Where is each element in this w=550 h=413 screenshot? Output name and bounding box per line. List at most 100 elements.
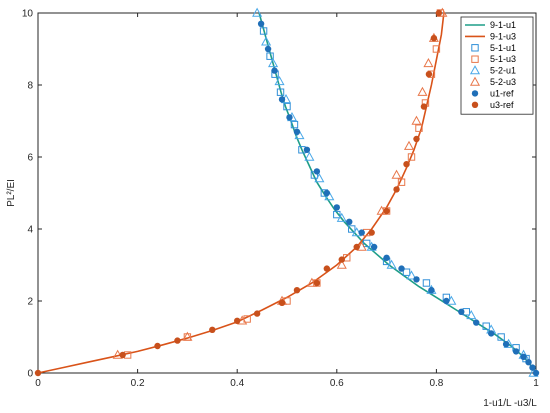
x-tick-label: 0.8 [429, 378, 443, 389]
series-u3-ref [34, 9, 443, 377]
legend-label: 5-1-u1 [490, 43, 516, 53]
data-point-u3-ref [413, 135, 420, 143]
legend-label: 5-1-u3 [490, 54, 516, 64]
data-point-5-2-u3 [411, 115, 422, 125]
data-point-5-1-u1 [402, 268, 411, 276]
data-point-u1-ref [358, 229, 365, 236]
data-point-u1-ref [278, 96, 286, 103]
data-point-u3-ref [393, 186, 400, 193]
data-point-5-2-u3 [417, 86, 428, 96]
legend: 9-1-u19-1-u3 5-1-u15-1-u3 5-2-u15-2-u3u1-r… [460, 16, 534, 115]
series-layer [34, 7, 540, 377]
data-point-5-2-u1 [261, 36, 272, 46]
y-tick-label: 6 [27, 153, 33, 164]
legend-swatch [469, 76, 481, 86]
data-point-5-2-u3 [403, 140, 415, 150]
data-point-u1-ref [257, 20, 265, 27]
data-point-u1-ref [286, 114, 293, 121]
data-point-5-2-u1 [336, 212, 347, 222]
legend-item: 5-1-u3 [471, 54, 516, 64]
data-point-u1-ref [532, 369, 540, 377]
legend-item: 9-1-u3 [465, 31, 516, 41]
legend-swatch [471, 44, 479, 52]
data-point-5-2-u3 [182, 331, 193, 341]
legend-label: 9-1-u3 [490, 31, 516, 41]
legend-swatch [469, 65, 481, 75]
x-tick-label: 0.2 [131, 378, 145, 389]
data-point-5-2-u1 [304, 151, 315, 161]
data-point-5-1-u1 [259, 27, 268, 35]
legend-item: u1-ref [471, 88, 514, 98]
data-point-u1-ref [512, 348, 520, 355]
data-point-5-1-u1 [266, 52, 274, 60]
data-point-u1-ref [520, 353, 527, 360]
data-point-u3-ref [119, 351, 126, 359]
data-point-u1-ref [487, 330, 495, 337]
plot-area [37, 12, 537, 374]
x-tick-label: 0.4 [230, 378, 244, 389]
legend-item: 9-1-u1 [465, 20, 516, 30]
data-point-5-1-u1 [276, 88, 285, 96]
x-tick-label: 0.6 [330, 378, 344, 389]
data-point-5-2-u1 [268, 57, 279, 68]
data-point-u3-ref [209, 326, 216, 333]
data-point-5-2-u1 [406, 270, 417, 280]
data-point-u1-ref [303, 146, 311, 153]
data-point-u1-ref [398, 265, 405, 272]
data-point-u3-ref [253, 310, 261, 317]
data-point-u3-ref [313, 279, 321, 287]
x-tick-label: 1 [533, 378, 539, 389]
legend-label: 5-2-u3 [490, 77, 516, 87]
data-point-u1-ref [428, 287, 435, 294]
data-point-5-1-u1 [348, 225, 356, 233]
data-point-5-1-u3 [407, 153, 416, 161]
legend-swatch [471, 55, 479, 63]
data-point-5-2-u1 [314, 173, 325, 183]
data-point-u1-ref [458, 308, 465, 315]
data-point-5-1-u3 [415, 124, 423, 132]
data-point-u1-ref [529, 364, 536, 371]
data-point-u3-ref [34, 369, 42, 377]
legend-label: u1-ref [490, 88, 514, 98]
data-point-5-2-u3 [423, 57, 434, 68]
data-point-5-2-u1 [466, 309, 477, 320]
legend-swatch [471, 90, 479, 97]
data-point-u3-ref [430, 35, 438, 42]
legend-item: u3-ref [471, 100, 514, 110]
legend-item: 5-2-u3 [469, 76, 516, 87]
data-point-5-2-u1 [274, 75, 285, 86]
data-point-u3-ref [420, 103, 428, 110]
data-point-u3-ref [403, 161, 410, 168]
data-point-u1-ref [525, 359, 532, 366]
y-tick-label: 0 [27, 369, 33, 380]
data-point-u1-ref [346, 218, 353, 225]
data-point-u1-ref [264, 45, 272, 53]
data-point-5-2-u3 [391, 169, 402, 179]
data-point-u1-ref [313, 168, 321, 175]
y-tick-label: 4 [27, 225, 33, 236]
y-axis-label: PL²/EI [6, 179, 17, 207]
legend-label: 5-2-u1 [490, 66, 516, 76]
data-point-5-1-u1 [290, 120, 299, 129]
legend-item: 5-1-u1 [471, 43, 516, 53]
data-point-5-1-u1 [283, 102, 291, 111]
data-point-u3-ref [278, 299, 286, 306]
data-point-u3-ref [368, 229, 375, 236]
data-point-5-1-u1 [482, 322, 490, 330]
data-point-u3-ref [234, 317, 241, 324]
data-point-u1-ref [473, 319, 480, 326]
data-point-u3-ref [293, 287, 301, 294]
legend-item: 5-2-u1 [469, 65, 516, 76]
data-point-5-1-u1 [362, 239, 371, 248]
y-tick-label: 2 [27, 297, 33, 308]
data-point-5-1-u1 [422, 279, 431, 287]
legend-box [460, 16, 534, 115]
y-tick-label: 8 [27, 81, 33, 92]
data-point-u1-ref [443, 297, 450, 305]
data-point-5-2-u3 [336, 259, 347, 269]
data-point-u3-ref [154, 342, 161, 350]
data-point-5-1-u1 [497, 333, 505, 341]
legend-label: u3-ref [490, 100, 514, 110]
